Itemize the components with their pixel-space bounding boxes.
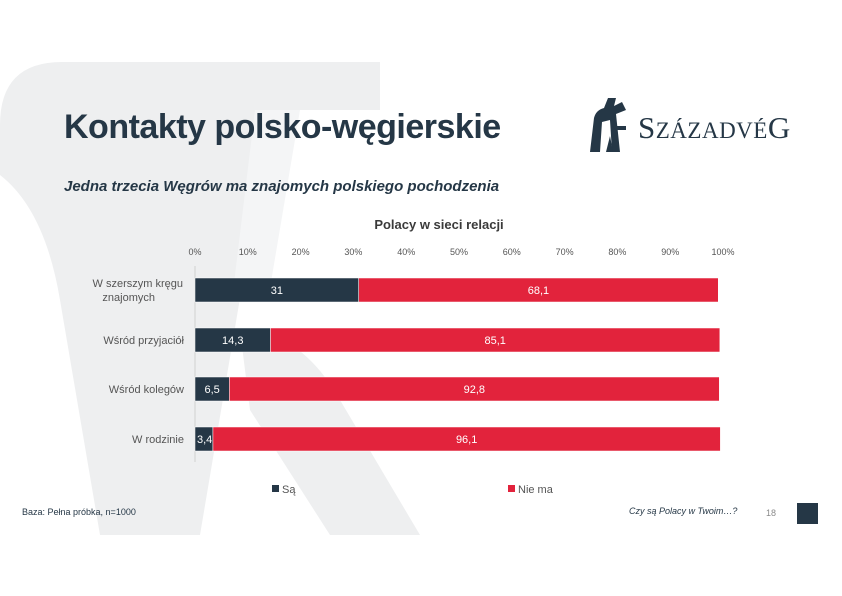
x-tick-label: 60% bbox=[503, 247, 521, 257]
page-title: Kontakty polsko-węgierskie bbox=[64, 108, 501, 146]
logo-middle: ZÁZADVÉ bbox=[655, 118, 768, 143]
footer-base-note: Baza: Pełna próbka, n=1000 bbox=[22, 507, 136, 517]
slide: Kontakty polsko-węgierskie Jedna trzecia… bbox=[0, 62, 818, 535]
x-tick-label: 80% bbox=[608, 247, 626, 257]
data-label: 85,1 bbox=[484, 335, 505, 347]
x-tick-label: 40% bbox=[397, 247, 415, 257]
bar-nie-ma bbox=[212, 426, 721, 452]
legend-label: Nie ma bbox=[518, 484, 554, 496]
page-marker-box bbox=[797, 503, 818, 524]
category-label: W szerszym kręgu znajomych bbox=[93, 278, 183, 304]
x-tick-label: 90% bbox=[661, 247, 679, 257]
logo-final: G bbox=[767, 110, 791, 145]
data-label: 31 bbox=[271, 285, 283, 297]
logo-initial: S bbox=[638, 110, 656, 145]
x-tick-label: 50% bbox=[450, 247, 468, 257]
x-tick-label: 100% bbox=[711, 247, 734, 257]
x-tick-label: 0% bbox=[188, 247, 201, 257]
legend-swatch bbox=[272, 485, 279, 492]
data-label: 6,5 bbox=[205, 384, 220, 396]
logo-mark-icon bbox=[590, 98, 626, 152]
bar-chart: Polacy w sieci relacji 0% 10% 20% 30% 40% 50% 6… bbox=[93, 217, 735, 496]
page-number: 18 bbox=[766, 508, 777, 518]
data-label: 96,1 bbox=[456, 434, 477, 446]
data-label: 68,1 bbox=[528, 285, 549, 297]
x-tick-label: 30% bbox=[344, 247, 362, 257]
legend-label: Są bbox=[282, 484, 296, 496]
data-label: 3,4 bbox=[197, 434, 212, 446]
legend-swatch bbox=[508, 485, 515, 492]
footer-reference: Czy są Polacy w Twoim…? bbox=[629, 506, 738, 516]
bar-nie-ma bbox=[358, 277, 719, 303]
bar-sa bbox=[194, 376, 230, 402]
bar-sa bbox=[194, 277, 359, 303]
category-label: W rodzinie bbox=[132, 434, 184, 446]
bar-nie-ma bbox=[229, 376, 720, 402]
x-tick-label: 10% bbox=[239, 247, 257, 257]
bar-sa bbox=[194, 327, 271, 353]
data-label: 14,3 bbox=[222, 335, 243, 347]
category-label: Wśród kolegów bbox=[109, 384, 184, 396]
page-subtitle: Jedna trzecia Węgrów ma znajomych polski… bbox=[64, 178, 500, 195]
bar-nie-ma bbox=[270, 327, 721, 353]
category-label: Wśród przyjaciół bbox=[103, 335, 184, 347]
logo-text: SZÁZADVÉG bbox=[638, 110, 791, 146]
data-label: 92,8 bbox=[464, 384, 485, 396]
chart-title: Polacy w sieci relacji bbox=[374, 217, 503, 232]
x-tick-label: 20% bbox=[292, 247, 310, 257]
x-tick-label: 70% bbox=[556, 247, 574, 257]
